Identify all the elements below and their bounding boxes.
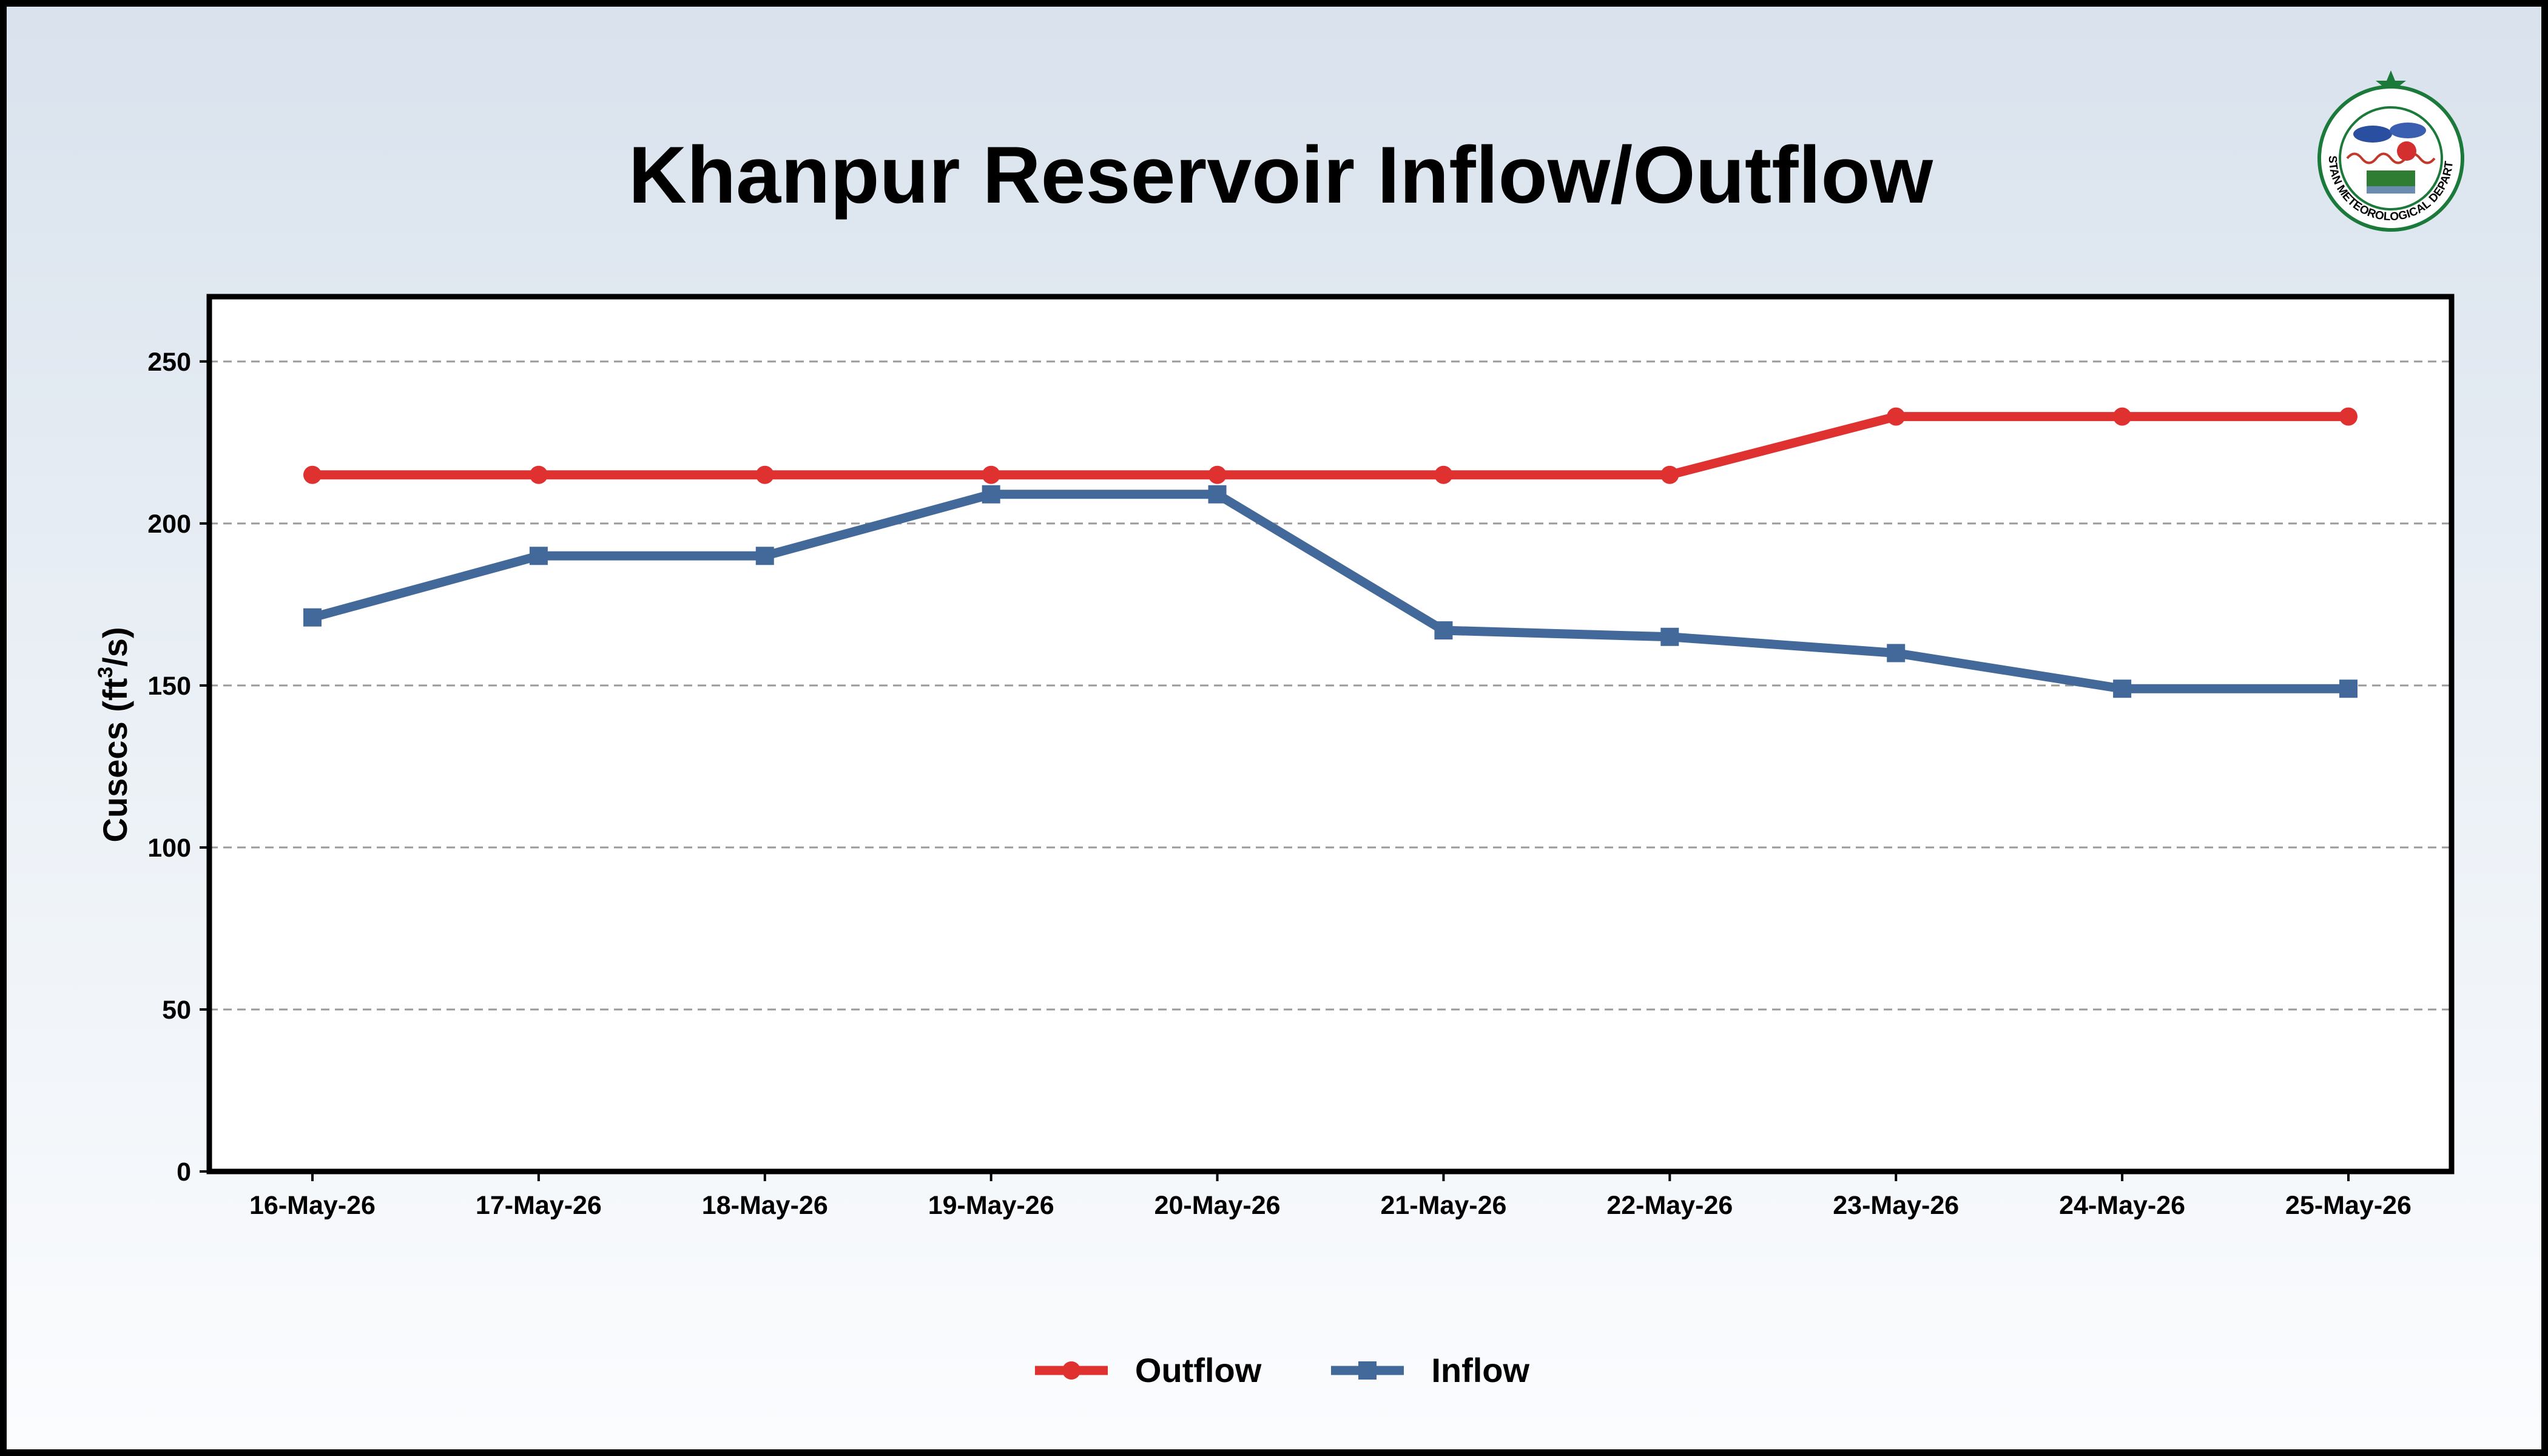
x-tick-label: 25-May-26: [2285, 1191, 2412, 1220]
data-point-inflow: [1208, 485, 1227, 504]
data-series: [303, 407, 2358, 698]
legend-label-outflow: Outflow: [1134, 1351, 1262, 1389]
data-point-outflow: [529, 465, 548, 484]
x-tick-label: 18-May-26: [702, 1191, 828, 1220]
line-chart: 0 50 100 150 200 250 16-May-26 17-May-26 18-May…: [94, 294, 2455, 1220]
series-inflow: [303, 485, 2358, 698]
data-point-outflow: [303, 465, 322, 484]
data-point-outflow: [1208, 465, 1227, 484]
data-point-outflow: [2339, 407, 2358, 426]
plot-area: [209, 297, 2452, 1171]
data-point-inflow: [1887, 644, 1906, 662]
data-point-outflow: [1660, 465, 1679, 484]
data-point-inflow: [529, 547, 548, 565]
plot-border: [206, 294, 2455, 1175]
legend: Outflow Inflow: [7, 1350, 2541, 1390]
data-point-inflow: [982, 485, 1000, 504]
x-tick-label: 21-May-26: [1380, 1191, 1506, 1220]
data-point-inflow: [755, 547, 774, 565]
y-tick-label: 50: [162, 996, 191, 1025]
y-tick-label: 250: [147, 348, 191, 377]
y-axis-title-end: /s): [96, 627, 134, 666]
x-tick-label: 16-May-26: [249, 1191, 376, 1220]
y-tick-label: 200: [147, 510, 191, 539]
legend-swatch-outflow: [1034, 1361, 1108, 1380]
x-axis-ticks: 16-May-26 17-May-26 18-May-26 19-May-26 20-M…: [249, 1171, 2412, 1220]
x-tick-label: 22-May-26: [1606, 1191, 1733, 1220]
y-axis-title-sup: 3: [94, 667, 117, 678]
data-point-inflow: [303, 608, 322, 627]
y-tick-label: 150: [147, 672, 191, 701]
x-tick-label: 24-May-26: [2059, 1191, 2185, 1220]
legend-item-inflow: Inflow: [1328, 1350, 1529, 1390]
legend-item-outflow: Outflow: [1032, 1350, 1261, 1390]
chart-title: Khanpur Reservoir Inflow/Outflow: [628, 130, 1933, 220]
data-point-inflow: [2113, 679, 2132, 698]
data-point-outflow: [1887, 407, 1906, 426]
data-point-outflow: [755, 465, 774, 484]
series-outflow: [303, 407, 2358, 484]
x-tick-label: 19-May-26: [928, 1191, 1054, 1220]
legend-swatch-inflow: [1331, 1361, 1404, 1380]
data-point-inflow: [2339, 679, 2358, 698]
data-point-outflow: [2113, 407, 2132, 426]
y-axis-title-main: Cusecs (ft: [96, 678, 134, 843]
series-line-outflow: [308, 412, 2353, 480]
grid-lines: [209, 360, 2452, 1011]
data-point-inflow: [1434, 621, 1453, 640]
pmd-logo-icon: PAKISTAN METEOROLOGICAL DEPARTMENT: [2306, 67, 2464, 232]
legend-label-inflow: Inflow: [1431, 1351, 1530, 1389]
x-tick-label: 17-May-26: [476, 1191, 602, 1220]
y-axis-ticks: 0 50 100 150 200 250: [147, 348, 209, 1187]
x-tick-label: 23-May-26: [1833, 1191, 1959, 1220]
data-point-outflow: [1434, 465, 1453, 484]
x-tick-label: 20-May-26: [1154, 1191, 1281, 1220]
data-point-inflow: [1660, 627, 1679, 646]
y-tick-label: 100: [147, 834, 191, 863]
y-tick-label: 0: [177, 1158, 191, 1187]
data-point-outflow: [982, 465, 1000, 484]
y-axis-title: Cusecs (ft3/s): [94, 627, 134, 842]
series-line-inflow: [308, 490, 2353, 693]
